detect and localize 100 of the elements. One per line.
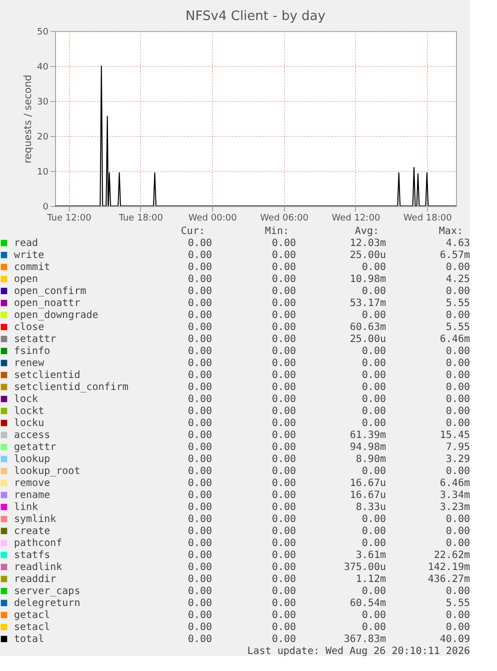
text: 0.00 [272, 418, 296, 429]
text: 0.00 [272, 550, 296, 561]
text: 5.55 [446, 598, 470, 609]
text: 0.00 [362, 310, 386, 321]
legend-label: fsinfo [14, 346, 50, 357]
text: 5.55 [446, 298, 470, 309]
text: 60.54m [350, 598, 386, 609]
chart-title: NFSv4 Client - by day [186, 9, 326, 24]
text: 0.00 [272, 334, 296, 345]
text: 3.34m [440, 490, 470, 501]
text: 0.00 [188, 418, 212, 429]
text: 367.83m [344, 634, 386, 645]
text: 375.00u [344, 562, 386, 573]
text: 1.12m [356, 574, 386, 585]
text: 0.00 [188, 238, 212, 249]
x-tick-label: Wed 18:00 [403, 214, 452, 224]
text: 0.00 [272, 634, 296, 645]
text: 0.00 [272, 346, 296, 357]
text: 0.00 [272, 250, 296, 261]
text: 0.00 [272, 286, 296, 297]
text: 0.00 [446, 406, 470, 417]
text: 0.00 [272, 514, 296, 525]
text: 0.00 [362, 370, 386, 381]
legend-label: setattr [14, 334, 56, 345]
legend-label: symlink [14, 514, 56, 525]
x-tick-label: Tue 18:00 [118, 214, 164, 224]
legend-label: lockt [14, 406, 44, 417]
text: 0.00 [188, 406, 212, 417]
text: 0.00 [446, 538, 470, 549]
text: 0.00 [446, 526, 470, 537]
text: 0.00 [188, 622, 212, 633]
legend-label: read [14, 238, 38, 249]
y-tick-label: 0 [42, 202, 49, 212]
text: 0.00 [272, 574, 296, 585]
x-tick-label: Tue 12:00 [46, 214, 92, 224]
legend-label: commit [14, 262, 50, 273]
text: 0.00 [188, 514, 212, 525]
text: 6.46m [440, 478, 470, 489]
text: 0.00 [188, 478, 212, 489]
legend-label: create [14, 526, 50, 537]
legend-label: locku [14, 418, 44, 429]
text: 16.67u [350, 478, 386, 489]
text: 0.00 [272, 610, 296, 621]
text: 0.00 [188, 286, 212, 297]
text: 0.00 [188, 586, 212, 597]
text: 0.00 [188, 250, 212, 261]
legend-label: getacl [14, 610, 50, 621]
text: 0.00 [188, 430, 212, 441]
text: 10.98m [350, 274, 386, 285]
text: 0.00 [272, 490, 296, 501]
text: 0.00 [188, 394, 212, 405]
legend-label: readlink [14, 562, 62, 573]
text: 61.39m [350, 430, 386, 441]
x-tick-label: Wed 12:00 [332, 214, 380, 224]
text: 0.00 [272, 442, 296, 453]
text: 0.00 [272, 502, 296, 513]
y-tick-label: 40 [37, 62, 49, 72]
text: 0.00 [188, 610, 212, 621]
y-axis-title: requests / second [23, 74, 34, 164]
legend-label: getattr [14, 442, 56, 453]
text: 0.00 [362, 622, 386, 633]
y-tick-label: 20 [37, 132, 49, 142]
text: 0.00 [188, 442, 212, 453]
text: 0.00 [188, 334, 212, 345]
text: 0.00 [272, 262, 296, 273]
legend-label: readdir [14, 574, 56, 585]
text: 8.33u [356, 502, 386, 513]
legend-label: setclientid [14, 370, 80, 381]
text: 0.00 [446, 610, 470, 621]
text: 6.46m [440, 334, 470, 345]
text: 12.03m [350, 238, 386, 249]
text: 0.00 [446, 370, 470, 381]
text: 0.00 [272, 526, 296, 537]
legend-label: setacl [14, 622, 50, 633]
text: 0.00 [188, 466, 212, 477]
text: 0.00 [272, 454, 296, 465]
text: 0.00 [362, 406, 386, 417]
text: 0.00 [446, 382, 470, 393]
text: 94.98m [350, 442, 386, 453]
text: 0.00 [362, 382, 386, 393]
text: 0.00 [188, 598, 212, 609]
legend-label: write [14, 250, 44, 261]
text: 0.00 [446, 358, 470, 369]
text: 0.00 [188, 346, 212, 357]
legend-label: lock [14, 394, 38, 405]
text: Max: [438, 226, 463, 237]
text: 0.00 [272, 430, 296, 441]
text: 0.00 [188, 298, 212, 309]
legend-label: pathconf [14, 538, 62, 549]
text: 0.00 [188, 634, 212, 645]
text: 8.90m [356, 454, 386, 465]
text: 0.00 [362, 262, 386, 273]
text: 3.23m [440, 502, 470, 513]
text: 0.00 [272, 382, 296, 393]
text: 0.00 [446, 310, 470, 321]
legend-label: open_downgrade [14, 310, 98, 321]
text: 0.00 [272, 586, 296, 597]
text: 0.00 [362, 586, 386, 597]
text: 0.00 [362, 466, 386, 477]
legend-label: server_caps [14, 586, 80, 597]
